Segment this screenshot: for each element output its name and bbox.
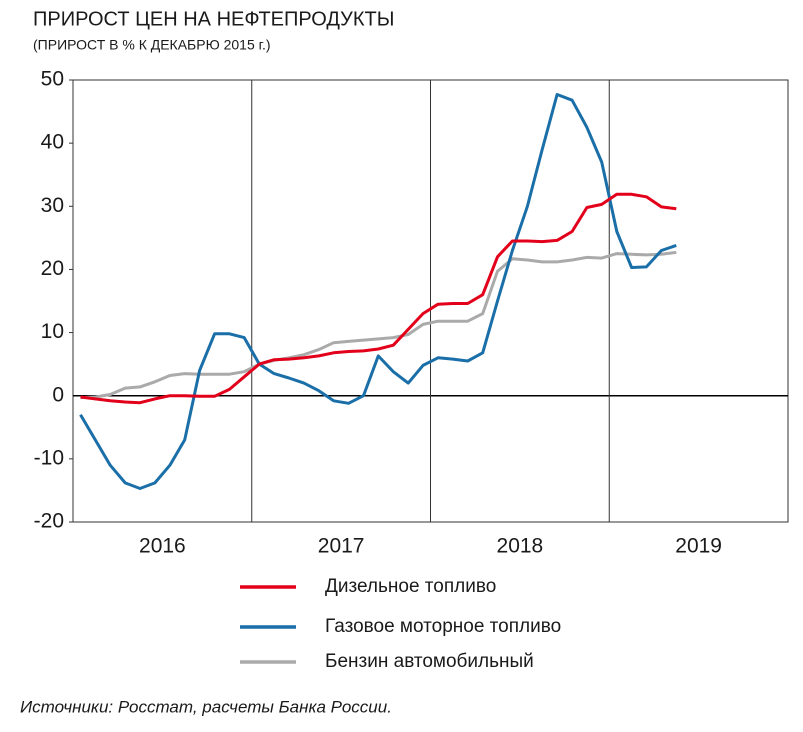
x-tick-label: 2018 — [497, 535, 544, 558]
chart-title: ПРИРОСТ ЦЕН НА НЕФТЕПРОДУКТЫ — [33, 8, 394, 30]
y-tick-label: -10 — [34, 446, 64, 469]
x-tick-label: 2017 — [318, 535, 365, 558]
x-tick-label: 2019 — [675, 535, 722, 558]
y-tick-label: 20 — [41, 257, 64, 280]
series-line — [80, 250, 677, 400]
legend-label: Газовое моторное топливо — [325, 616, 561, 637]
y-tick-label: 0 — [52, 383, 64, 406]
series-line — [79, 93, 677, 490]
chart-subtitle: (ПРИРОСТ В % К ДЕКАБРЮ 2015 г.) — [33, 37, 271, 53]
series-line — [80, 192, 677, 405]
y-tick-label: 40 — [41, 131, 64, 154]
y-tick-label: 10 — [41, 320, 64, 343]
x-tick-label: 2016 — [139, 535, 186, 558]
legend-label: Бензин автомобильный — [325, 651, 534, 672]
source-note: Источники: Росстат, расчеты Банка России… — [20, 697, 392, 716]
y-tick-label: -20 — [34, 510, 64, 533]
y-tick-label: 50 — [41, 68, 64, 91]
y-tick-label: 30 — [41, 194, 64, 217]
legend-label: Дизельное топливо — [325, 576, 496, 597]
